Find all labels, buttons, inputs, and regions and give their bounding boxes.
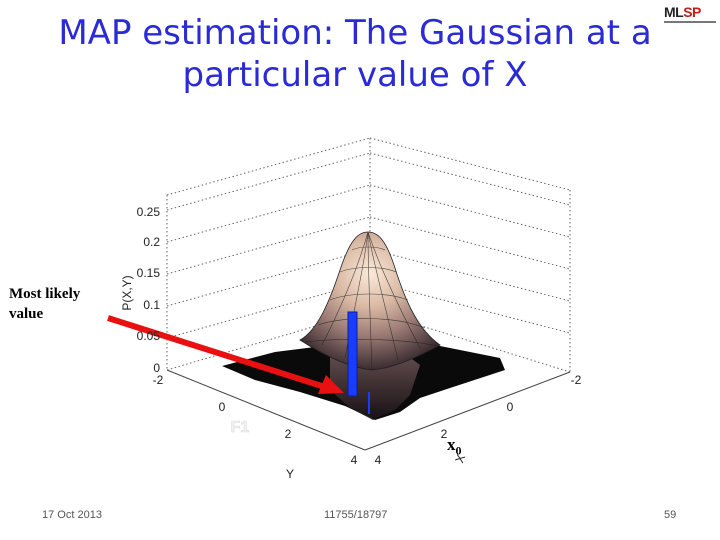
- x-tick-0: -2: [571, 373, 582, 387]
- z-tick-5: 0: [153, 361, 160, 375]
- x0-label: x0: [447, 435, 462, 458]
- footer-course: 11755/18797: [324, 509, 388, 521]
- footer-page-number: 59: [664, 509, 677, 521]
- y-tick-2: 2: [285, 427, 292, 441]
- y-axis-ticks: -2 0 2 4: [153, 373, 358, 467]
- z-tick-2: 0.15: [137, 266, 161, 280]
- x0-label-main: x: [447, 435, 456, 454]
- title-line-2: particular value of X: [182, 55, 528, 95]
- footer-date: 17 Oct 2013: [42, 509, 102, 521]
- gaussian-bell: [299, 231, 441, 371]
- y-axis-label: Y: [286, 467, 294, 481]
- x-tick-3: 4: [375, 453, 382, 467]
- x-tick-1: 0: [507, 400, 514, 414]
- z-tick-3: 0.1: [143, 298, 160, 312]
- y-tick-1: 0: [219, 400, 226, 414]
- slice-at-x0: [347, 311, 358, 397]
- z-tick-4: 0.05: [137, 329, 161, 343]
- f1-label: F1: [231, 419, 250, 436]
- logo-text-sp: SP: [683, 4, 701, 20]
- z-axis-label: P(X,Y): [120, 275, 134, 310]
- most-likely-arrow: [107, 315, 344, 394]
- mlsp-logo: MLSP: [664, 4, 716, 28]
- logo-text-ml: ML: [664, 4, 684, 20]
- slide-title: MAP estimation: The Gaussian at a partic…: [40, 12, 670, 96]
- front-axes: [166, 369, 571, 451]
- x-tick-2: 2: [441, 427, 448, 441]
- z-axis-ticks: 0.25 0.2 0.15 0.1 0.05 0: [137, 205, 161, 375]
- x-axis-ticks: -2 0 2 4: [375, 373, 582, 467]
- title-line-1: MAP estimation: The Gaussian at a: [58, 13, 652, 53]
- x0-label-sub: 0: [455, 443, 462, 458]
- y-tick-0: -2: [153, 373, 164, 387]
- logo-underline: [664, 21, 716, 23]
- z-tick-1: 0.2: [143, 235, 160, 249]
- z-tick-0: 0.25: [137, 205, 161, 219]
- y-tick-3: 4: [351, 453, 358, 467]
- most-likely-value-label: Most likely value: [9, 286, 81, 322]
